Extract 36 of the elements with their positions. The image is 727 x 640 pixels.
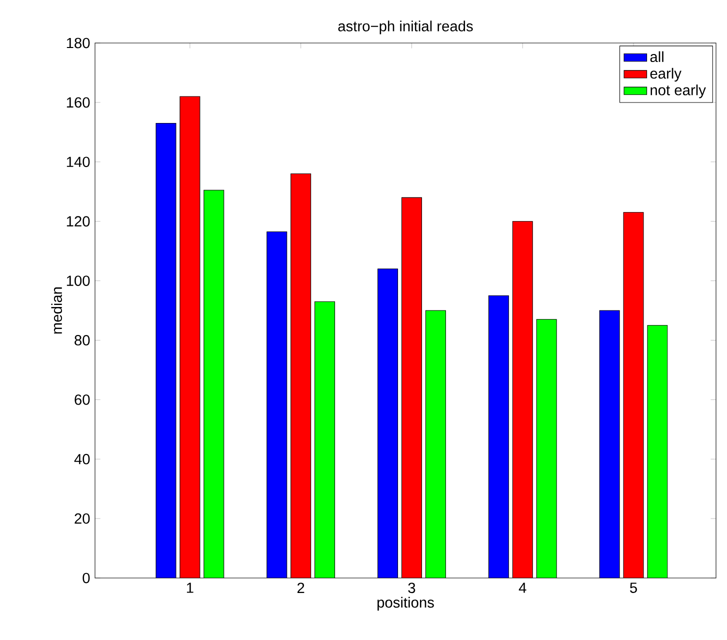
bar xyxy=(156,122,176,578)
bar xyxy=(180,96,200,578)
y-tick-label: 0 xyxy=(82,572,90,584)
bar xyxy=(314,301,336,578)
bar xyxy=(623,212,644,578)
y-tick-label: 60 xyxy=(74,394,90,405)
bar xyxy=(401,197,422,578)
bar xyxy=(378,268,398,578)
y-tick-label: 20 xyxy=(74,513,90,524)
y-axis-title: median xyxy=(51,287,62,334)
legend-label: all xyxy=(650,51,664,62)
bar xyxy=(647,325,668,578)
x-axis-title: positions xyxy=(378,596,434,611)
y-tick-label: 140 xyxy=(66,156,90,168)
bar xyxy=(290,174,312,578)
bar xyxy=(266,231,288,578)
x-tick-label: 4 xyxy=(518,582,526,593)
x-tick-label: 5 xyxy=(630,582,637,593)
y-tick-label: 40 xyxy=(74,454,90,464)
bar xyxy=(536,319,557,578)
bar xyxy=(599,310,620,578)
bar xyxy=(512,221,533,578)
y-tick-label: 160 xyxy=(66,97,90,108)
x-tick-label: 2 xyxy=(297,582,304,593)
y-tick-label: 80 xyxy=(74,335,90,346)
chart-title: astro−ph initial reads xyxy=(338,20,473,34)
y-tick-label: 120 xyxy=(66,216,90,227)
y-tick-label: 180 xyxy=(66,38,90,48)
bar xyxy=(425,310,446,578)
y-tick-label: 100 xyxy=(66,276,90,286)
x-tick-label: 3 xyxy=(408,582,416,594)
legend-label: not early xyxy=(650,84,706,98)
bar xyxy=(204,190,224,578)
legend-label: early xyxy=(650,68,682,82)
bar xyxy=(488,295,509,578)
x-tick-label: 1 xyxy=(186,582,194,593)
